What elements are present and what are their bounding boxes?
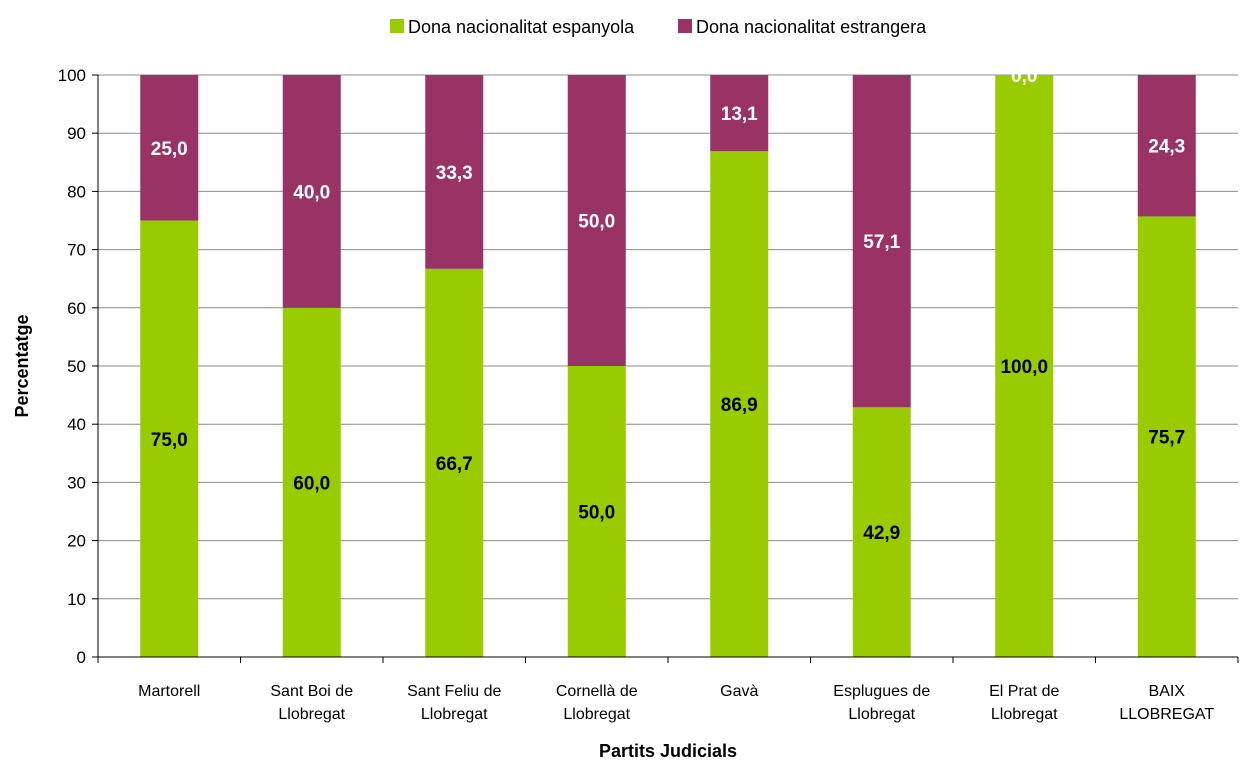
data-label: 75,0 xyxy=(151,430,188,451)
bar-segment-espanyola xyxy=(140,220,199,657)
y-tick-label: 100 xyxy=(58,66,86,85)
data-label: 66,7 xyxy=(436,454,473,475)
bar-segment-estrangera xyxy=(710,75,769,152)
bar-segment-espanyola xyxy=(567,366,626,657)
x-tick-label: Sant Boi de Llobregat xyxy=(270,683,353,723)
bar-segment-estrangera xyxy=(282,75,341,308)
legend-label: Dona nacionalitat estrangera xyxy=(696,17,927,37)
data-label: 42,9 xyxy=(863,523,900,544)
data-label: 24,3 xyxy=(1148,137,1185,158)
y-tick-label: 70 xyxy=(67,241,86,260)
data-label: 100,0 xyxy=(1000,357,1048,378)
data-labels: 75,0 25,0 60,0 40,0 66,7 33,3 50,0 50,0 86,9 13,1… xyxy=(151,66,1185,544)
y-tick-label: 30 xyxy=(67,473,86,492)
data-label: 60,0 xyxy=(293,473,330,494)
y-tick-label: 60 xyxy=(67,299,86,318)
bar-segment-espanyola xyxy=(425,268,484,657)
y-tick-label: 80 xyxy=(67,182,86,201)
y-axis-title: Percentatge xyxy=(12,314,32,417)
y-tick-label: 40 xyxy=(67,415,86,434)
legend: Dona nacionalitat espanyola Dona nacional… xyxy=(390,17,927,37)
y-tick-label: 0 xyxy=(77,648,86,667)
bar-segment-espanyola xyxy=(282,307,341,657)
x-tick-label: Gavà xyxy=(720,683,758,700)
data-label: 75,7 xyxy=(1148,428,1185,449)
x-axis-title: Partits Judicials xyxy=(599,741,737,761)
bar-segment-estrangera xyxy=(567,75,626,366)
x-tick-label: Sant Feliu de Llobregat xyxy=(407,683,501,723)
bar-segment-estrangera xyxy=(852,75,911,408)
legend-swatch xyxy=(678,19,692,33)
legend-label: Dona nacionalitat espanyola xyxy=(408,17,635,37)
bar-segment-espanyola xyxy=(1137,216,1196,657)
bar-segment-espanyola xyxy=(852,407,911,657)
x-tick-label: El Prat de Llobregat xyxy=(989,683,1059,723)
data-label: 33,3 xyxy=(436,163,473,184)
bar-segment-estrangera xyxy=(140,75,199,221)
bar-segment-estrangera xyxy=(1137,75,1196,217)
bar-segment-estrangera xyxy=(425,75,484,269)
bar-segment-espanyola xyxy=(710,151,769,657)
bars xyxy=(140,75,1196,657)
bar-segment-espanyola xyxy=(995,75,1054,657)
x-tick-label: Esplugues de Llobregat xyxy=(833,683,930,723)
data-label: 13,1 xyxy=(721,104,758,125)
data-label: 25,0 xyxy=(151,139,188,160)
y-tick-label: 90 xyxy=(67,124,86,143)
x-tick-label: Martorell xyxy=(138,683,200,700)
y-tick-label: 50 xyxy=(67,357,86,376)
gridlines xyxy=(98,74,1238,600)
x-tick-label: Cornellà de Llobregat xyxy=(556,683,638,723)
y-tick-label: 10 xyxy=(67,590,86,609)
data-label: 0,0 xyxy=(1011,66,1037,87)
legend-swatch xyxy=(390,19,404,33)
data-label: 40,0 xyxy=(293,182,330,203)
data-label: 50,0 xyxy=(578,212,615,233)
y-tick-label: 20 xyxy=(67,532,86,551)
x-tick-label: BAIX LLOBREGAT xyxy=(1119,683,1214,723)
data-label: 86,9 xyxy=(721,395,758,416)
axes: 0 10 20 30 40 50 60 70 80 90 100 Martorell Sant Boi … xyxy=(58,66,1239,723)
data-label: 50,0 xyxy=(578,503,615,524)
data-label: 57,1 xyxy=(863,232,900,253)
